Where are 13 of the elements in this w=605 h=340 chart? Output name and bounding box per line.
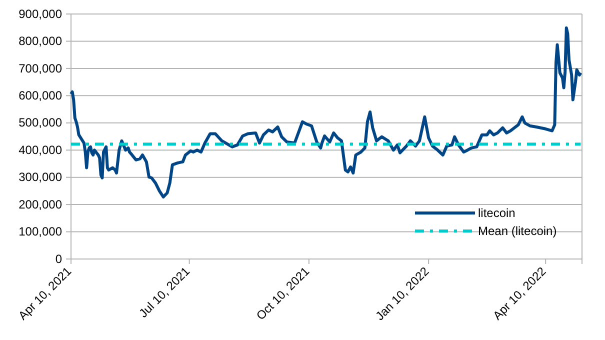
y-tick-label: 600,000	[18, 88, 62, 103]
line-series	[70, 26, 582, 198]
y-tick-label: 900,000	[18, 6, 62, 21]
y-tick-label: 800,000	[18, 34, 62, 48]
legend-label: litecoin	[478, 206, 516, 220]
legend-label: Mean (litecoin)	[478, 224, 557, 238]
y-tick-label: 100,000	[18, 224, 62, 239]
y-tick-label: 200,000	[18, 197, 62, 212]
y-tick-label: 700,000	[18, 61, 62, 76]
y-tick-label: 400,000	[18, 142, 62, 157]
y-tick-label: 0	[55, 252, 62, 266]
y-tick-label: 300,000	[18, 170, 62, 184]
y-tick-label: 500,000	[18, 116, 62, 130]
